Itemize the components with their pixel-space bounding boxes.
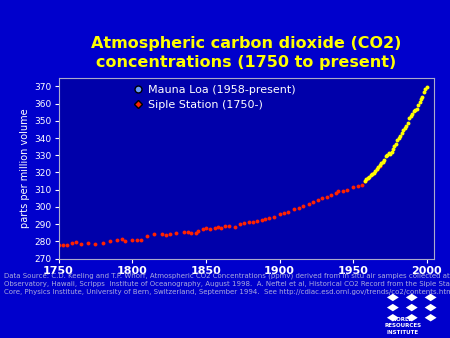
Polygon shape (425, 314, 436, 321)
Polygon shape (425, 294, 436, 301)
Polygon shape (387, 304, 399, 311)
Legend: Mauna Loa (1958-present), Siple Station (1750-): Mauna Loa (1958-present), Siple Station … (135, 85, 295, 110)
Polygon shape (406, 304, 418, 311)
Y-axis label: parts per million volume: parts per million volume (20, 108, 30, 228)
Polygon shape (425, 304, 436, 311)
Polygon shape (406, 314, 418, 321)
Polygon shape (387, 294, 399, 301)
Polygon shape (387, 314, 399, 321)
Text: WORLD
RESOURCES
INSTITUTE: WORLD RESOURCES INSTITUTE (384, 317, 421, 335)
Text: Data Source: C.D. Keeling and T.P. Whorf, Atmospheric CO2 Concentrations (ppmv) : Data Source: C.D. Keeling and T.P. Whorf… (4, 272, 450, 295)
Text: Atmospheric carbon dioxide (CO2)
concentrations (1750 to present): Atmospheric carbon dioxide (CO2) concent… (91, 37, 402, 70)
Polygon shape (406, 294, 418, 301)
